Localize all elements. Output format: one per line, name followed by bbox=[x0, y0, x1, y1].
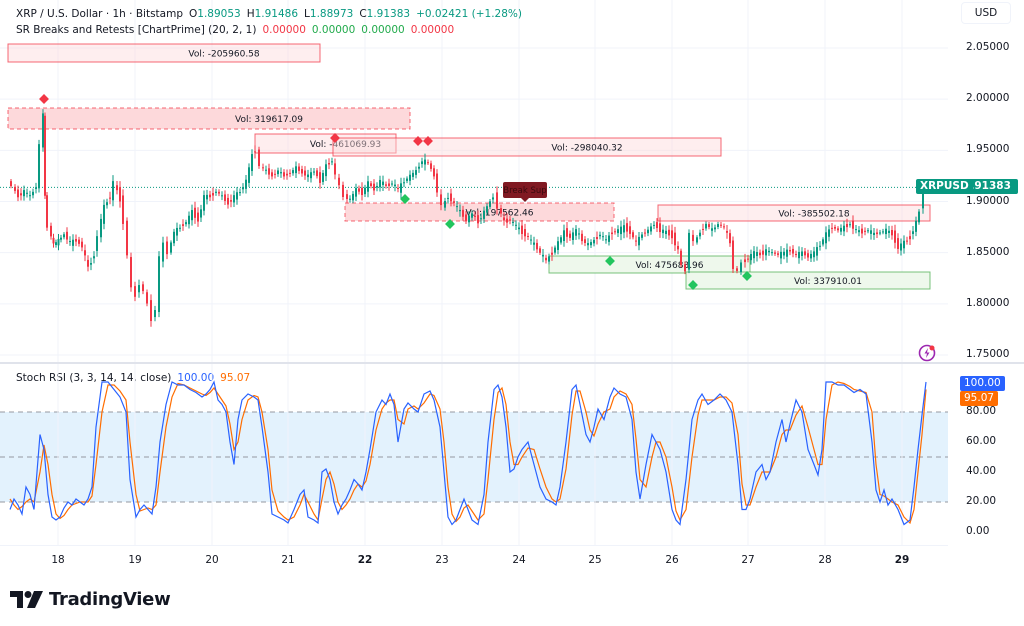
zone-volume-label: Vol: -205960.58 bbox=[188, 50, 260, 60]
rsi-tick-label: 40.00 bbox=[966, 465, 997, 477]
symbol-badge: XRPUSD bbox=[916, 179, 973, 195]
price-tick-label: 1.85000 bbox=[966, 245, 1010, 258]
stoch-rsi-chart[interactable] bbox=[0, 364, 948, 545]
ohlc-high: H1.91486 bbox=[246, 8, 299, 20]
support-marker-icon bbox=[400, 194, 410, 204]
flash-alert-icon[interactable] bbox=[917, 343, 937, 363]
indicator-value-4: 0.00000 bbox=[410, 24, 455, 36]
resistance-zone[interactable]: Vol: -461069.93 bbox=[254, 133, 397, 154]
support-zone[interactable]: Vol: 337910.01 bbox=[685, 271, 931, 290]
zone-volume-label: Vol: -461069.93 bbox=[310, 140, 381, 150]
time-tick-label: 21 bbox=[281, 554, 295, 566]
chart-legend: XRP / U.S. Dollar · 1h · Bitstamp O1.890… bbox=[16, 6, 522, 38]
resistance-marker-icon bbox=[330, 133, 340, 143]
stoch-rsi-legend[interactable]: Stoch RSI (3, 3, 14, 14, close) 100.00 9… bbox=[16, 372, 250, 384]
price-chart[interactable]: Vol: -205960.58 Vol: 319617.09 Vol: -46106… bbox=[0, 0, 948, 362]
resistance-zone[interactable]: Vol: 319617.09 bbox=[7, 107, 411, 130]
zone-volume-label: Vol: 197562.46 bbox=[465, 209, 533, 219]
time-tick-label: 23 bbox=[435, 554, 449, 566]
brand-name: TradingView bbox=[49, 589, 171, 610]
price-tick-label: 1.90000 bbox=[966, 194, 1010, 207]
rsi-k-badge: 100.00 bbox=[960, 376, 1005, 391]
ohlc-low: L1.88973 bbox=[304, 8, 354, 20]
zone-volume-label: Vol: 337910.01 bbox=[794, 277, 862, 287]
time-tick-label: 29 bbox=[894, 554, 910, 566]
support-marker-icon bbox=[742, 271, 752, 281]
resistance-zone[interactable]: Vol: -298040.32 bbox=[332, 137, 722, 157]
support-marker-icon bbox=[605, 256, 615, 266]
currency-button[interactable]: USD bbox=[961, 2, 1011, 24]
price-axis[interactable]: 2.05000 2.00000 1.95000 1.90000 1.85000 1.800… bbox=[916, 0, 1024, 545]
break-support-label[interactable]: Break Sup bbox=[503, 182, 547, 202]
symbol-title: XRP / U.S. Dollar · 1h · Bitstamp bbox=[16, 8, 184, 20]
time-tick-label: 28 bbox=[818, 554, 832, 566]
resistance-zone[interactable]: Vol: -205960.58 bbox=[7, 43, 321, 63]
price-change: +0.02421 (+1.28%) bbox=[416, 8, 522, 20]
rsi-tick-label: 0.00 bbox=[966, 525, 990, 537]
symbol-legend-row[interactable]: XRP / U.S. Dollar · 1h · Bitstamp O1.890… bbox=[16, 6, 522, 22]
zone-volume-label: Vol: -385502.18 bbox=[778, 210, 850, 220]
support-marker-icon bbox=[688, 280, 698, 290]
stoch-rsi-label: Stoch RSI (3, 3, 14, 14, close) bbox=[16, 372, 172, 384]
time-tick-label: 25 bbox=[588, 554, 602, 566]
price-tick-label: 2.05000 bbox=[966, 41, 1010, 53]
time-tick-label: 26 bbox=[665, 554, 679, 566]
resistance-marker-icon bbox=[39, 94, 49, 104]
tradingview-logo-icon bbox=[10, 590, 43, 608]
indicator-value-1: 0.00000 bbox=[262, 24, 306, 36]
zone-volume-label: Vol: 319617.09 bbox=[235, 115, 303, 125]
ohlc-open: O1.89053 bbox=[189, 8, 241, 20]
ohlc-close: C1.91383 bbox=[359, 8, 411, 20]
time-tick-label: 19 bbox=[128, 554, 142, 566]
resistance-zone[interactable]: Vol: -385502.18 bbox=[657, 204, 931, 222]
price-tick-label: 2.00000 bbox=[966, 92, 1010, 105]
time-tick-label: 20 bbox=[205, 554, 219, 566]
time-tick-label: 24 bbox=[512, 554, 526, 566]
time-axis[interactable]: 18 19 20 21 22 23 24 25 26 27 28 29 bbox=[0, 545, 948, 571]
tradingview-logo[interactable]: TradingView bbox=[10, 589, 171, 610]
resistance-marker-icon bbox=[423, 136, 433, 146]
price-tick-label: 1.95000 bbox=[966, 143, 1010, 156]
rsi-tick-label: 20.00 bbox=[966, 495, 997, 507]
chart-container[interactable]: XRP / U.S. Dollar · 1h · Bitstamp O1.890… bbox=[0, 0, 1024, 572]
time-tick-label: 22 bbox=[357, 554, 373, 566]
zone-volume-label: Vol: 475683.96 bbox=[635, 261, 703, 271]
time-tick-label: 18 bbox=[51, 554, 65, 566]
stoch-rsi-d-value: 95.07 bbox=[220, 372, 251, 384]
svg-text:Break Sup: Break Sup bbox=[503, 186, 546, 196]
zone-volume-label: Vol: -298040.32 bbox=[551, 144, 622, 154]
stoch-rsi-axis[interactable]: 80.00 60.00 40.00 20.00 0.00 100.00 95.07 bbox=[948, 364, 1024, 545]
rsi-d-badge: 95.07 bbox=[960, 391, 999, 406]
price-tick-label: 1.75000 bbox=[966, 348, 1010, 360]
stoch-rsi-k-value: 100.00 bbox=[177, 372, 215, 384]
pane-divider[interactable] bbox=[0, 362, 1024, 364]
time-tick-label: 27 bbox=[741, 554, 755, 566]
indicator-value-3: 0.00000 bbox=[361, 24, 405, 36]
support-zone[interactable]: Vol: 475683.96 bbox=[548, 255, 751, 274]
indicator-value-2: 0.00000 bbox=[311, 24, 356, 36]
rsi-tick-label: 80.00 bbox=[966, 405, 997, 417]
resistance-marker-icon bbox=[413, 136, 423, 146]
price-tick-label: 1.80000 bbox=[966, 296, 1010, 309]
indicator-legend-row[interactable]: SR Breaks and Retests [ChartPrime] (20, … bbox=[16, 22, 522, 38]
resistance-zone[interactable]: Vol: 197562.46 bbox=[344, 202, 615, 222]
rsi-tick-label: 60.00 bbox=[966, 435, 997, 447]
indicator-name: SR Breaks and Retests [ChartPrime] (20, … bbox=[16, 24, 257, 36]
support-marker-icon bbox=[445, 219, 455, 229]
